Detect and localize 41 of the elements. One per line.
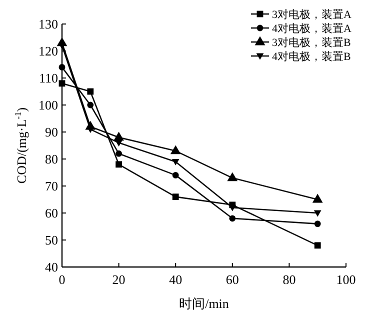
- point: [116, 150, 122, 157]
- legend-label: 4对电极，装置A: [272, 22, 352, 35]
- y-tick-label: 60: [45, 206, 58, 220]
- y-tick-label: 40: [45, 260, 58, 274]
- y-tick-label: 110: [38, 70, 58, 86]
- legend-label: 3对电极，装置A: [272, 8, 352, 21]
- point: [172, 172, 179, 178]
- point: [229, 215, 236, 222]
- y-tick-label: 70: [45, 178, 58, 194]
- point: [87, 88, 94, 95]
- y-tick-label: 130: [38, 16, 58, 32]
- y-tick-label: 50: [45, 232, 58, 248]
- point: [116, 161, 122, 168]
- x-tick-label: 60: [226, 272, 239, 287]
- point: [170, 145, 181, 154]
- point: [172, 194, 179, 200]
- point: [87, 102, 94, 108]
- point: [228, 204, 236, 212]
- x-tick-label: 100: [336, 272, 356, 287]
- y-tick-label: 90: [45, 124, 58, 140]
- x-tick-label: 0: [58, 272, 66, 287]
- point: [314, 210, 322, 217]
- point: [314, 220, 321, 227]
- legend-label: 3对电极，装置B: [272, 36, 351, 49]
- legend-label: 4对电极，装置B: [272, 50, 351, 63]
- point: [58, 64, 66, 70]
- point: [314, 242, 321, 249]
- x-tick-label: 20: [112, 272, 126, 287]
- point: [58, 42, 66, 50]
- point: [227, 172, 238, 182]
- x-tick-label: 40: [169, 272, 182, 287]
- y-tick-label: 100: [38, 98, 58, 112]
- point: [312, 194, 323, 203]
- point: [172, 159, 180, 166]
- y-tick-label: 120: [38, 44, 58, 58]
- point: [115, 140, 122, 146]
- point: [58, 80, 66, 87]
- y-tick-label: 80: [45, 152, 58, 166]
- x-axis-title: 时间/min: [179, 296, 230, 311]
- point: [86, 126, 94, 133]
- x-tick-label: 80: [282, 272, 296, 287]
